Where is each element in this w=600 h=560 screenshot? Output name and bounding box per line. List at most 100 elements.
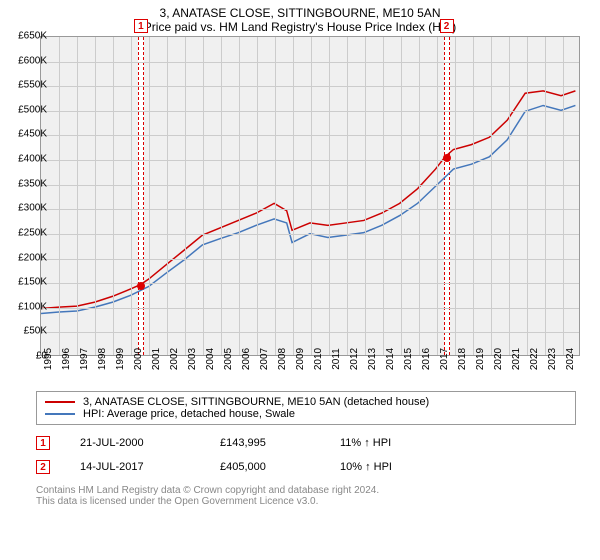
y-axis-label: £600K (7, 55, 47, 66)
x-axis-label: 2023 (547, 348, 558, 370)
tx-price-1: £143,995 (220, 437, 340, 449)
tx-price-2: £405,000 (220, 461, 340, 473)
x-axis-label: 2017 (439, 348, 450, 370)
gridline-v (167, 37, 168, 355)
gridline-h (41, 332, 579, 333)
gridline-v (347, 37, 348, 355)
gridline-h (41, 234, 579, 235)
gridline-v (365, 37, 366, 355)
legend-label-1: 3, ANATASE CLOSE, SITTINGBOURNE, ME10 5A… (83, 396, 429, 408)
gridline-h (41, 135, 579, 136)
y-axis-label: £450K (7, 129, 47, 140)
x-axis-label: 2021 (511, 348, 522, 370)
x-axis-label: 2009 (295, 348, 306, 370)
x-axis-label: 2010 (313, 348, 324, 370)
tx-date-1: 21-JUL-2000 (80, 437, 220, 449)
gridline-v (383, 37, 384, 355)
gridline-h (41, 160, 579, 161)
x-axis-label: 2002 (169, 348, 180, 370)
tx-date-2: 14-JUL-2017 (80, 461, 220, 473)
y-axis-label: £100K (7, 301, 47, 312)
y-axis-label: £400K (7, 154, 47, 165)
gridline-v (59, 37, 60, 355)
marker-number: 2 (440, 19, 454, 33)
chart-header: 3, ANATASE CLOSE, SITTINGBOURNE, ME10 5A… (0, 0, 600, 36)
gridline-h (41, 283, 579, 284)
gridline-v (311, 37, 312, 355)
y-axis-label: £0 (7, 351, 47, 362)
gridline-v (149, 37, 150, 355)
gridline-v (419, 37, 420, 355)
x-axis-label: 2019 (475, 348, 486, 370)
y-axis-label: £200K (7, 252, 47, 263)
legend-row-1: 3, ANATASE CLOSE, SITTINGBOURNE, ME10 5A… (45, 396, 567, 408)
tx-hpi-2: 10% ↑ HPI (340, 461, 440, 473)
y-axis-label: £150K (7, 277, 47, 288)
y-axis-label: £50K (7, 326, 47, 337)
x-axis-label: 2014 (385, 348, 396, 370)
gridline-v (401, 37, 402, 355)
x-axis-label: 1998 (97, 348, 108, 370)
chart-title: 3, ANATASE CLOSE, SITTINGBOURNE, ME10 5A… (0, 6, 600, 20)
y-axis-label: £300K (7, 203, 47, 214)
gridline-v (257, 37, 258, 355)
marker-number: 1 (134, 19, 148, 33)
x-axis-label: 2003 (187, 348, 198, 370)
x-axis-label: 2001 (151, 348, 162, 370)
gridline-v (527, 37, 528, 355)
x-axis-label: 1997 (79, 348, 90, 370)
x-axis-label: 2015 (403, 348, 414, 370)
gridline-v (491, 37, 492, 355)
x-axis-label: 2016 (421, 348, 432, 370)
x-axis-label: 2005 (223, 348, 234, 370)
chart-subtitle: Price paid vs. HM Land Registry's House … (0, 20, 600, 34)
table-row: 1 21-JUL-2000 £143,995 11% ↑ HPI (36, 431, 576, 455)
plot-area: 12 (40, 36, 580, 356)
legend: 3, ANATASE CLOSE, SITTINGBOURNE, ME10 5A… (36, 391, 576, 425)
gridline-v (545, 37, 546, 355)
gridline-v (293, 37, 294, 355)
gridline-v (221, 37, 222, 355)
legend-label-2: HPI: Average price, detached house, Swal… (83, 408, 295, 420)
tx-hpi-1: 11% ↑ HPI (340, 437, 440, 449)
gridline-h (41, 308, 579, 309)
x-axis-label: 2018 (457, 348, 468, 370)
x-axis-label: 2004 (205, 348, 216, 370)
gridline-v (185, 37, 186, 355)
legend-line-2 (45, 413, 75, 415)
y-axis-label: £550K (7, 80, 47, 91)
y-axis-label: £650K (7, 31, 47, 42)
x-axis-label: 1999 (115, 348, 126, 370)
sale-dot (443, 154, 451, 162)
transaction-table: 1 21-JUL-2000 £143,995 11% ↑ HPI 2 14-JU… (36, 431, 576, 479)
x-axis-label: 2022 (529, 348, 540, 370)
x-axis-label: 1995 (43, 348, 54, 370)
gridline-v (95, 37, 96, 355)
y-axis-label: £350K (7, 178, 47, 189)
gridline-v (437, 37, 438, 355)
footer: Contains HM Land Registry data © Crown c… (36, 485, 600, 507)
x-axis-label: 2008 (277, 348, 288, 370)
x-axis-label: 2012 (349, 348, 360, 370)
gridline-v (329, 37, 330, 355)
x-axis-label: 1996 (61, 348, 72, 370)
tx-marker-1: 1 (36, 436, 50, 450)
footer-line-1: Contains HM Land Registry data © Crown c… (36, 485, 600, 496)
gridline-h (41, 185, 579, 186)
gridline-v (203, 37, 204, 355)
gridline-v (509, 37, 510, 355)
gridline-v (473, 37, 474, 355)
x-axis-label: 2007 (259, 348, 270, 370)
x-axis-label: 2024 (565, 348, 576, 370)
legend-row-2: HPI: Average price, detached house, Swal… (45, 408, 567, 420)
x-axis-label: 2020 (493, 348, 504, 370)
x-axis-label: 2006 (241, 348, 252, 370)
y-axis-label: £250K (7, 227, 47, 238)
x-axis-label: 2000 (133, 348, 144, 370)
gridline-v (455, 37, 456, 355)
footer-line-2: This data is licensed under the Open Gov… (36, 496, 600, 507)
legend-line-1 (45, 401, 75, 403)
gridline-h (41, 86, 579, 87)
gridline-v (275, 37, 276, 355)
gridline-v (563, 37, 564, 355)
